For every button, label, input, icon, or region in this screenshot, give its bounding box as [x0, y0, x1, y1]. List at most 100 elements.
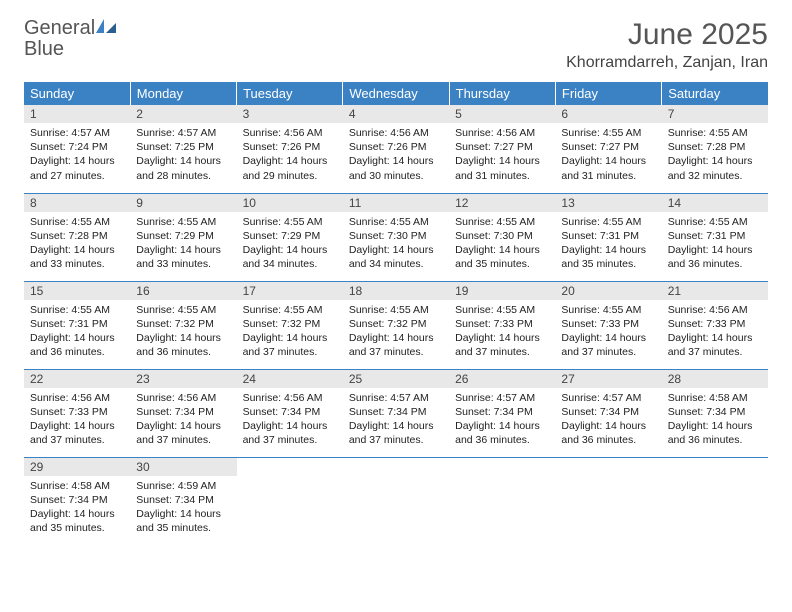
- day-details: Sunrise: 4:55 AMSunset: 7:27 PMDaylight:…: [555, 123, 661, 187]
- day-details: Sunrise: 4:55 AMSunset: 7:28 PMDaylight:…: [662, 123, 768, 187]
- day-number: 16: [130, 282, 236, 300]
- calendar-cell: 4Sunrise: 4:56 AMSunset: 7:26 PMDaylight…: [343, 105, 449, 193]
- day-number: 23: [130, 370, 236, 388]
- calendar-cell: 5Sunrise: 4:56 AMSunset: 7:27 PMDaylight…: [449, 105, 555, 193]
- weekday-header: Monday: [130, 82, 236, 105]
- day-details: Sunrise: 4:55 AMSunset: 7:30 PMDaylight:…: [449, 212, 555, 276]
- day-details: Sunrise: 4:56 AMSunset: 7:26 PMDaylight:…: [343, 123, 449, 187]
- calendar-cell: 11Sunrise: 4:55 AMSunset: 7:30 PMDayligh…: [343, 193, 449, 281]
- weekday-header: Wednesday: [343, 82, 449, 105]
- day-number: 29: [24, 458, 130, 476]
- month-title: June 2025: [566, 18, 768, 52]
- day-number: 10: [237, 194, 343, 212]
- day-details: Sunrise: 4:55 AMSunset: 7:33 PMDaylight:…: [449, 300, 555, 364]
- day-number: 30: [130, 458, 236, 476]
- day-details: Sunrise: 4:57 AMSunset: 7:25 PMDaylight:…: [130, 123, 236, 187]
- day-details: Sunrise: 4:55 AMSunset: 7:29 PMDaylight:…: [130, 212, 236, 276]
- calendar-cell: 1Sunrise: 4:57 AMSunset: 7:24 PMDaylight…: [24, 105, 130, 193]
- calendar-cell: 21Sunrise: 4:56 AMSunset: 7:33 PMDayligh…: [662, 281, 768, 369]
- day-details: Sunrise: 4:58 AMSunset: 7:34 PMDaylight:…: [662, 388, 768, 452]
- calendar-cell: 20Sunrise: 4:55 AMSunset: 7:33 PMDayligh…: [555, 281, 661, 369]
- day-details: Sunrise: 4:57 AMSunset: 7:34 PMDaylight:…: [449, 388, 555, 452]
- calendar-cell-empty: [343, 457, 449, 545]
- calendar-cell: 13Sunrise: 4:55 AMSunset: 7:31 PMDayligh…: [555, 193, 661, 281]
- calendar-cell: 19Sunrise: 4:55 AMSunset: 7:33 PMDayligh…: [449, 281, 555, 369]
- calendar-cell: 3Sunrise: 4:56 AMSunset: 7:26 PMDaylight…: [237, 105, 343, 193]
- calendar-cell-empty: [662, 457, 768, 545]
- logo-sail-icon: [95, 18, 117, 39]
- calendar-cell: 26Sunrise: 4:57 AMSunset: 7:34 PMDayligh…: [449, 369, 555, 457]
- day-number: 22: [24, 370, 130, 388]
- day-details: Sunrise: 4:55 AMSunset: 7:28 PMDaylight:…: [24, 212, 130, 276]
- calendar-row: 8Sunrise: 4:55 AMSunset: 7:28 PMDaylight…: [24, 193, 768, 281]
- calendar-cell: 14Sunrise: 4:55 AMSunset: 7:31 PMDayligh…: [662, 193, 768, 281]
- day-number: 2: [130, 105, 236, 123]
- day-details: Sunrise: 4:55 AMSunset: 7:32 PMDaylight:…: [343, 300, 449, 364]
- day-details: Sunrise: 4:58 AMSunset: 7:34 PMDaylight:…: [24, 476, 130, 540]
- day-number: 9: [130, 194, 236, 212]
- day-number: 25: [343, 370, 449, 388]
- day-details: Sunrise: 4:56 AMSunset: 7:34 PMDaylight:…: [237, 388, 343, 452]
- location: Khorramdarreh, Zanjan, Iran: [566, 54, 768, 72]
- calendar-row: 29Sunrise: 4:58 AMSunset: 7:34 PMDayligh…: [24, 457, 768, 545]
- calendar-row: 22Sunrise: 4:56 AMSunset: 7:33 PMDayligh…: [24, 369, 768, 457]
- calendar-cell: 2Sunrise: 4:57 AMSunset: 7:25 PMDaylight…: [130, 105, 236, 193]
- weekday-header: Saturday: [662, 82, 768, 105]
- calendar-table: Sunday Monday Tuesday Wednesday Thursday…: [24, 82, 768, 545]
- day-details: Sunrise: 4:56 AMSunset: 7:33 PMDaylight:…: [662, 300, 768, 364]
- calendar-cell: 9Sunrise: 4:55 AMSunset: 7:29 PMDaylight…: [130, 193, 236, 281]
- day-number: 13: [555, 194, 661, 212]
- day-details: Sunrise: 4:59 AMSunset: 7:34 PMDaylight:…: [130, 476, 236, 540]
- title-block: June 2025 Khorramdarreh, Zanjan, Iran: [566, 18, 768, 72]
- logo-word-general: General: [24, 17, 95, 39]
- day-number: 12: [449, 194, 555, 212]
- day-details: Sunrise: 4:56 AMSunset: 7:27 PMDaylight:…: [449, 123, 555, 187]
- day-number: 17: [237, 282, 343, 300]
- day-details: Sunrise: 4:55 AMSunset: 7:31 PMDaylight:…: [662, 212, 768, 276]
- calendar-cell: 7Sunrise: 4:55 AMSunset: 7:28 PMDaylight…: [662, 105, 768, 193]
- calendar-cell: 22Sunrise: 4:56 AMSunset: 7:33 PMDayligh…: [24, 369, 130, 457]
- day-number: 15: [24, 282, 130, 300]
- calendar-cell: 24Sunrise: 4:56 AMSunset: 7:34 PMDayligh…: [237, 369, 343, 457]
- day-number: 27: [555, 370, 661, 388]
- weekday-header: Friday: [555, 82, 661, 105]
- calendar-cell: 29Sunrise: 4:58 AMSunset: 7:34 PMDayligh…: [24, 457, 130, 545]
- day-number: 19: [449, 282, 555, 300]
- calendar-cell: 8Sunrise: 4:55 AMSunset: 7:28 PMDaylight…: [24, 193, 130, 281]
- weekday-header: Thursday: [449, 82, 555, 105]
- weekday-header: Sunday: [24, 82, 130, 105]
- day-number: 14: [662, 194, 768, 212]
- calendar-cell: 10Sunrise: 4:55 AMSunset: 7:29 PMDayligh…: [237, 193, 343, 281]
- day-details: Sunrise: 4:55 AMSunset: 7:32 PMDaylight:…: [130, 300, 236, 364]
- day-number: 24: [237, 370, 343, 388]
- day-number: 7: [662, 105, 768, 123]
- calendar-row: 15Sunrise: 4:55 AMSunset: 7:31 PMDayligh…: [24, 281, 768, 369]
- day-number: 4: [343, 105, 449, 123]
- calendar-cell: 12Sunrise: 4:55 AMSunset: 7:30 PMDayligh…: [449, 193, 555, 281]
- day-number: 5: [449, 105, 555, 123]
- calendar-row: 1Sunrise: 4:57 AMSunset: 7:24 PMDaylight…: [24, 105, 768, 193]
- day-number: 11: [343, 194, 449, 212]
- day-number: 1: [24, 105, 130, 123]
- header: General Blue June 2025 Khorramdarreh, Za…: [24, 18, 768, 72]
- day-details: Sunrise: 4:56 AMSunset: 7:26 PMDaylight:…: [237, 123, 343, 187]
- day-number: 6: [555, 105, 661, 123]
- calendar-cell: 18Sunrise: 4:55 AMSunset: 7:32 PMDayligh…: [343, 281, 449, 369]
- day-details: Sunrise: 4:55 AMSunset: 7:32 PMDaylight:…: [237, 300, 343, 364]
- calendar-cell: 6Sunrise: 4:55 AMSunset: 7:27 PMDaylight…: [555, 105, 661, 193]
- calendar-cell: 28Sunrise: 4:58 AMSunset: 7:34 PMDayligh…: [662, 369, 768, 457]
- day-details: Sunrise: 4:57 AMSunset: 7:24 PMDaylight:…: [24, 123, 130, 187]
- calendar-cell: 15Sunrise: 4:55 AMSunset: 7:31 PMDayligh…: [24, 281, 130, 369]
- day-details: Sunrise: 4:56 AMSunset: 7:33 PMDaylight:…: [24, 388, 130, 452]
- calendar-cell: 23Sunrise: 4:56 AMSunset: 7:34 PMDayligh…: [130, 369, 236, 457]
- calendar-cell: 30Sunrise: 4:59 AMSunset: 7:34 PMDayligh…: [130, 457, 236, 545]
- calendar-cell: 25Sunrise: 4:57 AMSunset: 7:34 PMDayligh…: [343, 369, 449, 457]
- day-number: 21: [662, 282, 768, 300]
- day-details: Sunrise: 4:57 AMSunset: 7:34 PMDaylight:…: [343, 388, 449, 452]
- day-number: 26: [449, 370, 555, 388]
- day-number: 3: [237, 105, 343, 123]
- calendar-cell: 27Sunrise: 4:57 AMSunset: 7:34 PMDayligh…: [555, 369, 661, 457]
- weekday-header: Tuesday: [237, 82, 343, 105]
- logo: General Blue: [24, 18, 117, 60]
- calendar-cell: 16Sunrise: 4:55 AMSunset: 7:32 PMDayligh…: [130, 281, 236, 369]
